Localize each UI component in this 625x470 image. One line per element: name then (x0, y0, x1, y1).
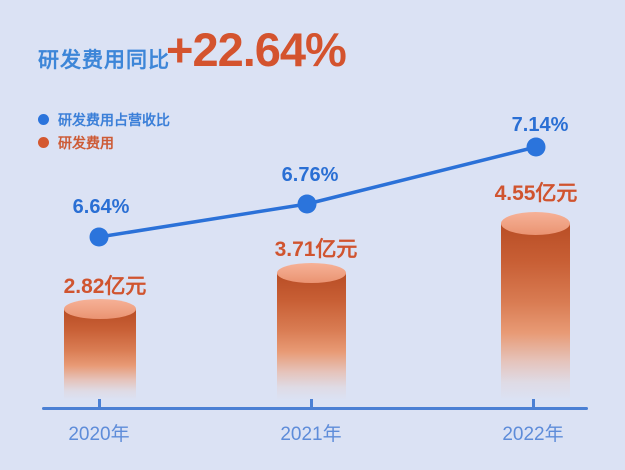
x-axis-tick-2020 (98, 399, 101, 407)
legend-item-expense: 研发费用 (38, 131, 170, 154)
bar-cylinder-top-2021 (277, 263, 346, 283)
legend-item-ratio: 研发费用占营收比 (38, 108, 170, 131)
legend-label: 研发费用占营收比 (58, 111, 170, 128)
line-point-2021 (297, 194, 317, 214)
bar-value-label-2020: 2.82亿元 (63, 275, 147, 298)
bar-cylinder-2020 (64, 309, 136, 400)
line-value-label-2021: 6.76% (281, 164, 339, 186)
line-series-path (97, 145, 538, 239)
legend: 研发费用占营收比 研发费用 (38, 108, 170, 154)
bar-value-label-2021: 3.71亿元 (274, 238, 358, 261)
legend-dot-icon (38, 137, 49, 148)
bar-cylinder-top-2020 (64, 299, 136, 319)
line-value-label-2022: 7.14% (511, 114, 569, 136)
line-point-2020 (89, 227, 109, 247)
bar-cylinder-2021 (277, 273, 346, 400)
chart-title: 研发费用同比 (38, 49, 170, 72)
line-value-label-2020: 6.64% (72, 196, 130, 218)
bar-cylinder-top-2022 (501, 212, 570, 235)
bar-cylinder-2022 (501, 223, 570, 400)
x-axis-label-2021: 2021年 (280, 424, 342, 445)
x-axis-label-2020: 2020年 (68, 424, 130, 445)
line-point-2022 (526, 137, 546, 157)
legend-label: 研发费用 (58, 134, 114, 151)
x-axis-line (42, 407, 588, 410)
yoy-growth-value: +22.64% (166, 23, 347, 76)
bar-value-label-2022: 4.55亿元 (494, 182, 578, 205)
x-axis-tick-2021 (310, 399, 313, 407)
x-axis-label-2022: 2022年 (502, 424, 564, 445)
x-axis-tick-2022 (532, 399, 535, 407)
legend-dot-icon (38, 114, 49, 125)
